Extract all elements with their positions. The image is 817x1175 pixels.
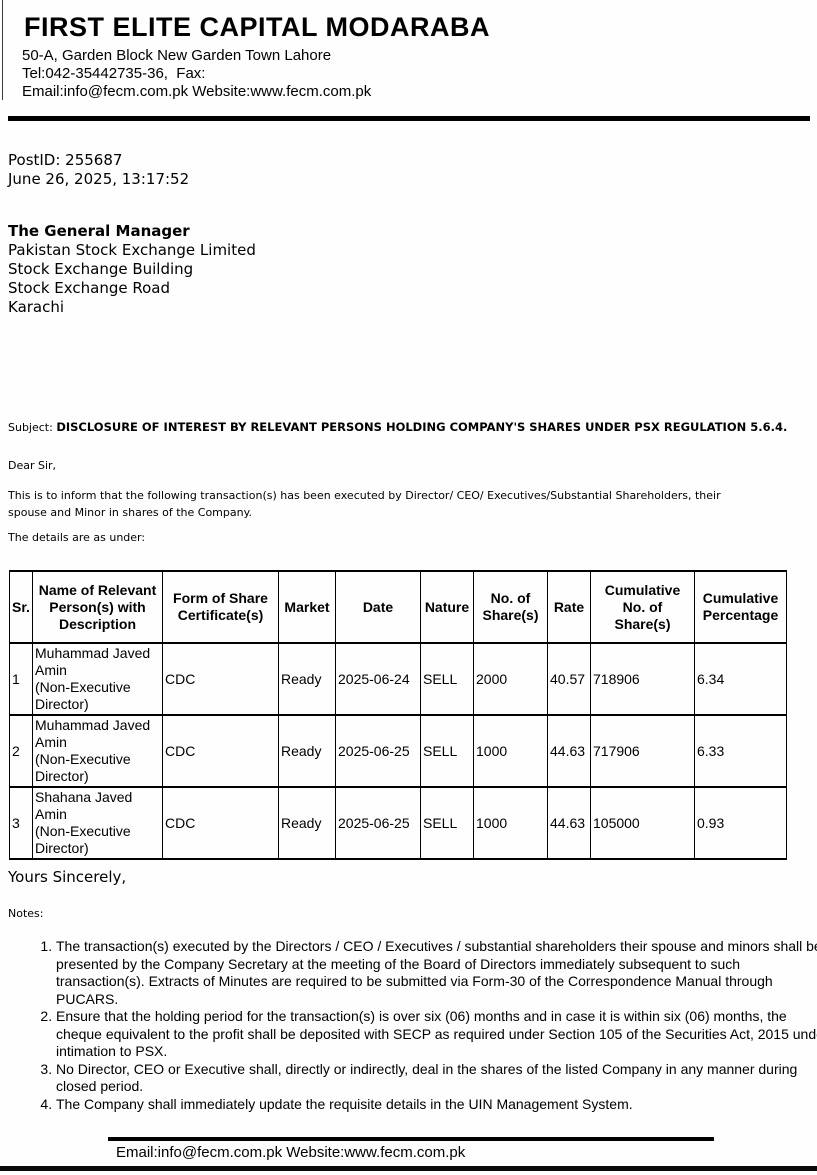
cell-market: Ready bbox=[278, 642, 336, 716]
notes-label: Notes: bbox=[8, 907, 44, 920]
col-header-cumulative-percentage: Cumulative Percentage bbox=[694, 570, 787, 644]
salutation: Dear Sir, bbox=[8, 459, 57, 472]
cell-name: Muhammad Javed Amin (Non-Executive Direc… bbox=[32, 714, 163, 788]
post-id: PostID: 255687 bbox=[8, 151, 123, 169]
col-header-market: Market bbox=[278, 570, 336, 644]
table-header-row: Sr. Name of Relevant Person(s) with Desc… bbox=[9, 570, 787, 644]
col-header-nature: Nature bbox=[420, 570, 474, 644]
cell-rate: 40.57 bbox=[547, 642, 591, 716]
cell-sr: 2 bbox=[9, 714, 33, 788]
cell-cumulative-shares: 718906 bbox=[590, 642, 695, 716]
cell-rate: 44.63 bbox=[547, 714, 591, 788]
subject-label: Subject: bbox=[8, 421, 57, 434]
col-header-sr: Sr. bbox=[9, 570, 33, 644]
cell-form: CDC bbox=[162, 642, 279, 716]
cell-cumulative-shares: 105000 bbox=[590, 786, 695, 860]
recipient-title: The General Manager bbox=[8, 222, 190, 240]
body-paragraph: This is to inform that the following tra… bbox=[8, 489, 721, 519]
footer-divider bbox=[108, 1137, 714, 1141]
subject-line: Subject: DISCLOSURE OF INTEREST BY RELEV… bbox=[8, 420, 788, 434]
cell-form: CDC bbox=[162, 786, 279, 860]
recipient-block: The General Manager Pakistan Stock Excha… bbox=[8, 222, 256, 317]
cell-cumulative-shares: 717906 bbox=[590, 714, 695, 788]
recipient-line: Stock Exchange Road bbox=[8, 279, 170, 297]
recipient-line: Stock Exchange Building bbox=[8, 260, 194, 278]
cell-cumulative-percentage: 0.93 bbox=[694, 786, 787, 860]
cell-market: Ready bbox=[278, 786, 336, 860]
disclosure-table: Sr. Name of Relevant Person(s) with Desc… bbox=[9, 570, 787, 860]
table-row: 2 Muhammad Javed Amin (Non-Executive Dir… bbox=[9, 714, 787, 788]
header-left-border bbox=[2, 0, 3, 100]
col-header-form: Form of Share Certificate(s) bbox=[162, 570, 279, 644]
cell-shares: 1000 bbox=[473, 786, 548, 860]
cell-name: Shahana Javed Amin (Non-Executive Direct… bbox=[32, 786, 163, 860]
header-tel-fax-line: Tel:042-35442735-36, Fax: bbox=[22, 65, 206, 82]
cell-date: 2025-06-25 bbox=[335, 786, 421, 860]
header-email-web-line: Email:info@fecm.com.pk Website:www.fecm.… bbox=[22, 83, 372, 100]
cell-cumulative-percentage: 6.34 bbox=[694, 642, 787, 716]
table-row: 3 Shahana Javed Amin (Non-Executive Dire… bbox=[9, 786, 787, 860]
table-row: 1 Muhammad Javed Amin (Non-Executive Dir… bbox=[9, 642, 787, 716]
col-header-cumulative-shares: Cumulative No. of Share(s) bbox=[590, 570, 695, 644]
col-header-shares: No. of Share(s) bbox=[473, 570, 548, 644]
post-datetime: June 26, 2025, 13:17:52 bbox=[8, 170, 190, 188]
cell-date: 2025-06-25 bbox=[335, 714, 421, 788]
note-item: No Director, CEO or Executive shall, dir… bbox=[56, 1061, 817, 1096]
page-bottom-bar bbox=[0, 1166, 817, 1171]
cell-sr: 3 bbox=[9, 786, 33, 860]
post-meta: PostID: 255687 June 26, 2025, 13:17:52 bbox=[8, 151, 189, 189]
header-divider bbox=[8, 116, 810, 121]
recipient-line: Karachi bbox=[8, 298, 65, 316]
cell-rate: 44.63 bbox=[547, 786, 591, 860]
header-address-line: 50-A, Garden Block New Garden Town Lahor… bbox=[22, 47, 332, 64]
cell-shares: 2000 bbox=[473, 642, 548, 716]
cell-nature: SELL bbox=[420, 786, 474, 860]
note-item: The Company shall immediately update the… bbox=[56, 1096, 817, 1114]
col-header-rate: Rate bbox=[547, 570, 591, 644]
footer-email-web-line: Email:info@fecm.com.pk Website:www.fecm.… bbox=[116, 1144, 466, 1161]
cell-market: Ready bbox=[278, 714, 336, 788]
notes-list: The transaction(s) executed by the Direc… bbox=[8, 938, 817, 1113]
cell-cumulative-percentage: 6.33 bbox=[694, 714, 787, 788]
col-header-date: Date bbox=[335, 570, 421, 644]
company-name: FIRST ELITE CAPITAL MODARABA bbox=[24, 12, 490, 42]
cell-form: CDC bbox=[162, 714, 279, 788]
cell-name: Muhammad Javed Amin (Non-Executive Direc… bbox=[32, 642, 163, 716]
recipient-line: Pakistan Stock Exchange Limited bbox=[8, 241, 256, 259]
letterhead: FIRST ELITE CAPITAL MODARABA 50-A, Garde… bbox=[22, 12, 490, 101]
note-item: Ensure that the holding period for the t… bbox=[56, 1008, 817, 1061]
cell-sr: 1 bbox=[9, 642, 33, 716]
cell-nature: SELL bbox=[420, 642, 474, 716]
subject-text: DISCLOSURE OF INTEREST BY RELEVANT PERSO… bbox=[56, 420, 788, 434]
cell-shares: 1000 bbox=[473, 714, 548, 788]
details-intro: The details are as under: bbox=[8, 531, 146, 544]
closing: Yours Sincerely, bbox=[8, 868, 127, 886]
cell-date: 2025-06-24 bbox=[335, 642, 421, 716]
col-header-name: Name of Relevant Person(s) with Descript… bbox=[32, 570, 163, 644]
cell-nature: SELL bbox=[420, 714, 474, 788]
note-item: The transaction(s) executed by the Direc… bbox=[56, 938, 817, 1008]
